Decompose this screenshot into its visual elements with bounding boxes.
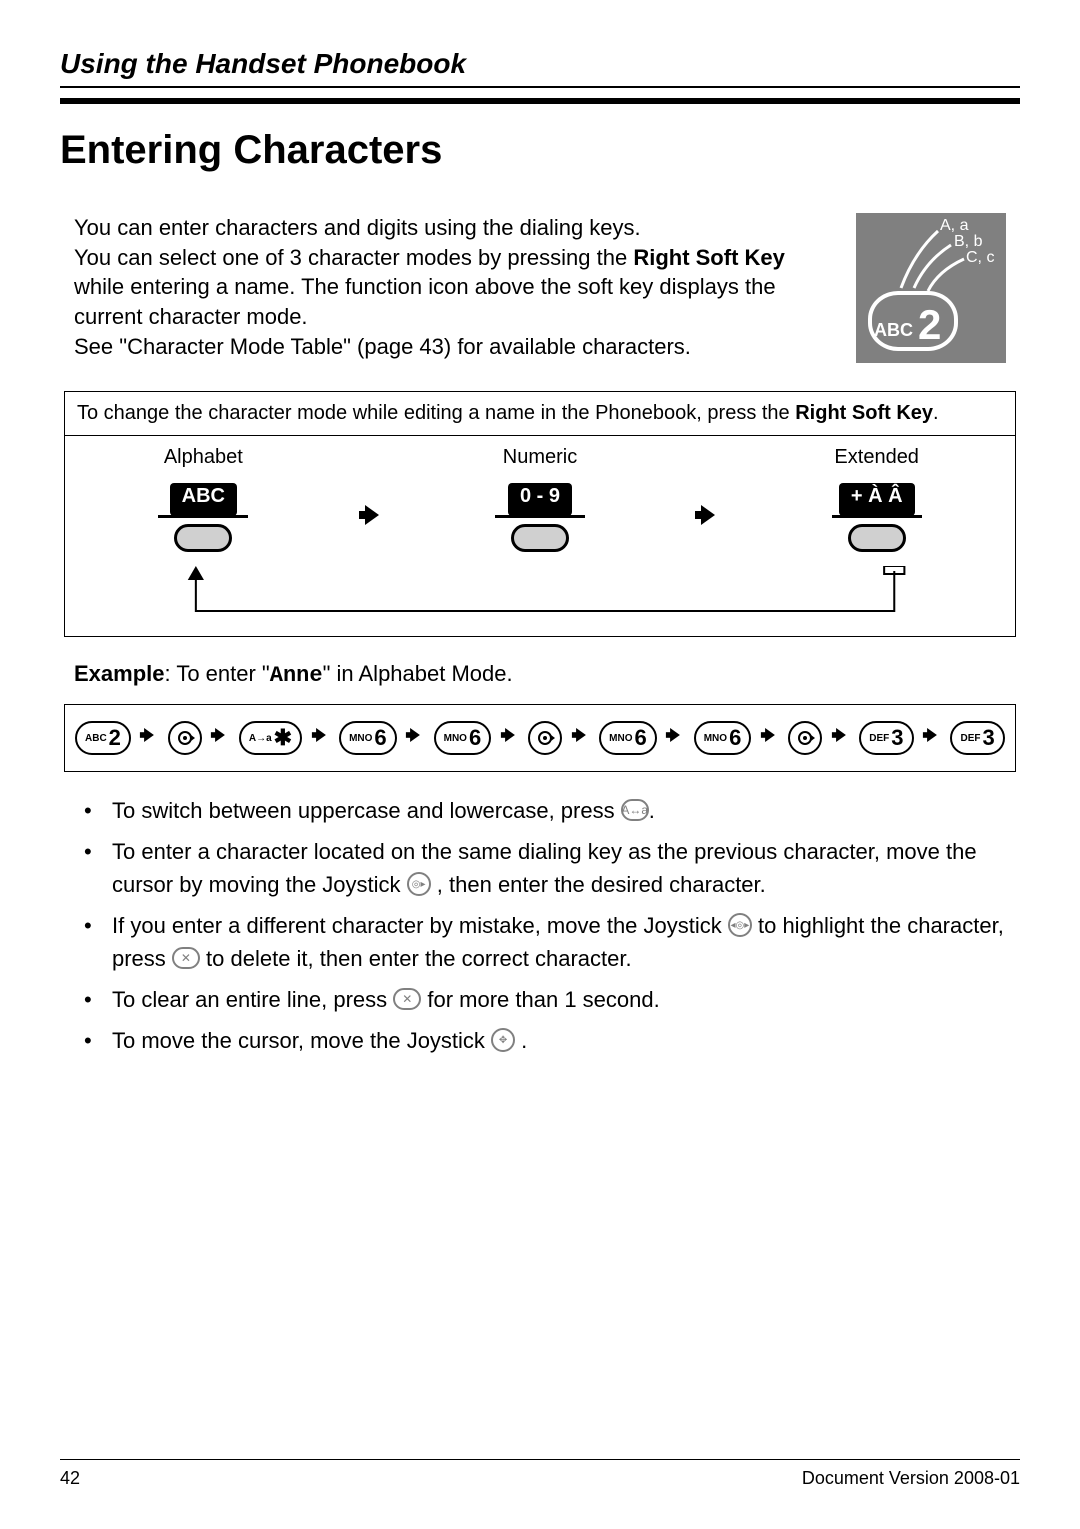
joystick-key-icon (528, 721, 562, 755)
intro-block: You can enter characters and digits usin… (60, 213, 1020, 363)
mode-col-ext: Extended (738, 446, 1015, 469)
dial-key: DEF3 (950, 721, 1004, 755)
example-mid: : To enter " (165, 661, 270, 686)
dial-key: MNO6 (694, 721, 752, 755)
note-3: If you enter a different character by mi… (74, 909, 1006, 975)
section-header: Using the Handset Phonebook (60, 48, 1020, 88)
dial-key: MNO6 (339, 721, 397, 755)
note-2: To enter a character located on the same… (74, 835, 1006, 901)
softkey-numeric-label: 0 - 9 (508, 483, 572, 513)
softkey-numeric-btn (511, 524, 569, 552)
mode-headers: Alphabet Numeric Extended (65, 436, 1015, 475)
arrow-icon (365, 505, 379, 525)
note-3a: If you enter a different character by mi… (112, 913, 728, 938)
dial-key: ABC2 (75, 721, 131, 755)
mode-table: To change the character mode while editi… (64, 391, 1016, 637)
sequence-arrow-icon (140, 725, 158, 751)
example-word: Anne (270, 663, 323, 688)
example-prefix: Example (74, 661, 165, 686)
sequence-arrow-icon (572, 725, 590, 751)
key-letter-c: C, c (966, 249, 994, 267)
sequence-arrow-icon (923, 725, 941, 751)
dial-key: A→a✱ (239, 721, 302, 755)
clear-icon: ✕ (172, 947, 200, 969)
notes-list: To switch between uppercase and lowercas… (60, 794, 1020, 1057)
intro-text: You can enter characters and digits usin… (74, 213, 838, 361)
softkey-alpha: ABC (158, 483, 248, 552)
key-abc: ABC (874, 320, 913, 341)
mode-icons: ABC 0 - 9 + À Â (65, 475, 1015, 566)
sequence-arrow-icon (406, 725, 424, 751)
note-5a: To move the cursor, move the Joystick (112, 1028, 491, 1053)
mode-col-num: Numeric (402, 446, 679, 469)
key-digit: 2 (918, 301, 941, 349)
softkey-numeric: 0 - 9 (495, 483, 585, 552)
dial-key: DEF3 (859, 721, 913, 755)
joystick-lr-icon: ◂◎▸ (728, 913, 752, 937)
joystick-right-icon: ◎▸ (407, 872, 431, 896)
note-5b: . (515, 1028, 527, 1053)
note-1: To switch between uppercase and lowercas… (74, 794, 1006, 827)
note-1a: To switch between uppercase and lowercas… (112, 798, 621, 823)
cycle-arrow (125, 566, 955, 636)
page-title: Entering Characters (60, 128, 1020, 173)
doc-version: Document Version 2008-01 (802, 1468, 1020, 1489)
dial-key: MNO6 (599, 721, 657, 755)
intro-line2c: while entering a name. The function icon… (74, 274, 776, 329)
key-graphic: A, a B, b C, c ABC 2 (856, 213, 1006, 363)
joystick-all-icon: ✥ (491, 1028, 515, 1052)
intro-line2a: You can select one of 3 character modes … (74, 245, 633, 270)
footer: 42 Document Version 2008-01 (60, 1459, 1020, 1489)
intro-line1: You can enter characters and digits usin… (74, 215, 641, 240)
mode-cap-b: Right Soft Key (795, 402, 933, 424)
sequence-arrow-icon (312, 725, 330, 751)
mode-cap-c: . (933, 402, 939, 424)
arrow-icon (701, 505, 715, 525)
sequence-arrow-icon (666, 725, 684, 751)
note-4a: To clear an entire line, press (112, 987, 393, 1012)
note-5: To move the cursor, move the Joystick ✥ … (74, 1024, 1006, 1057)
softkey-extended: + À Â (832, 483, 922, 552)
joystick-key-icon (788, 721, 822, 755)
example-line: Example: To enter "Anne" in Alphabet Mod… (60, 661, 1020, 688)
intro-line3: See "Character Mode Table" (page 43) for… (74, 334, 691, 359)
mode-caption: To change the character mode while editi… (65, 392, 1015, 436)
softkey-alpha-label: ABC (170, 483, 237, 513)
sequence-arrow-icon (211, 725, 229, 751)
clear-icon: ✕ (393, 988, 421, 1010)
key-sequence: ABC2 A→a✱ MNO6 MNO6 MNO6 MNO6 DEF3 DEF3 (64, 704, 1016, 772)
mode-col-alpha: Alphabet (65, 446, 342, 469)
page-number: 42 (60, 1468, 80, 1489)
sequence-arrow-icon (761, 725, 779, 751)
intro-rsk: Right Soft Key (633, 245, 785, 270)
sequence-arrow-icon (501, 725, 519, 751)
dial-key: MNO6 (434, 721, 492, 755)
softkey-alpha-btn (174, 524, 232, 552)
softkey-extended-btn (848, 524, 906, 552)
example-suffix: " in Alphabet Mode. (323, 661, 513, 686)
sequence-arrow-icon (832, 725, 850, 751)
note-3c: to delete it, then enter the correct cha… (200, 946, 632, 971)
note-4: To clear an entire line, press ✕ for mor… (74, 983, 1006, 1016)
note-1b: . (649, 798, 655, 823)
softkey-extended-label: + À Â (839, 483, 915, 513)
note-4b: for more than 1 second. (421, 987, 659, 1012)
thick-rule (60, 98, 1020, 104)
mode-cap-a: To change the character mode while editi… (77, 402, 795, 424)
note-2b: , then enter the desired character. (431, 872, 766, 897)
case-toggle-icon: A↔a (621, 799, 649, 821)
joystick-key-icon (168, 721, 202, 755)
